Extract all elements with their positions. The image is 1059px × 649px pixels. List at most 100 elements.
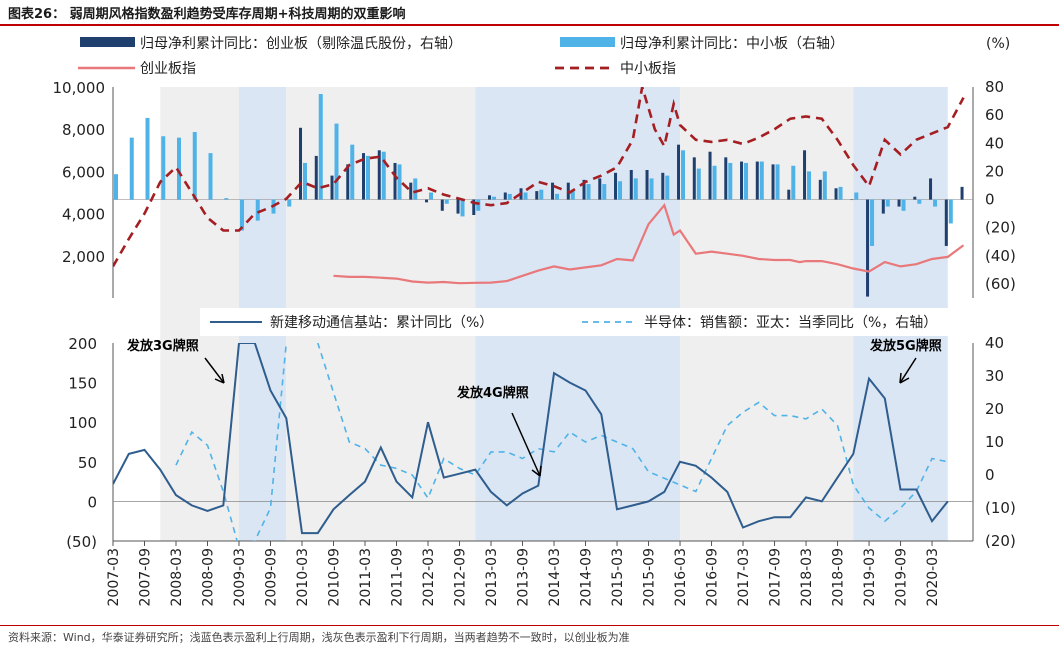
bar-cyb-profit-growth [960, 186, 964, 200]
bar-zxb-profit-growth [240, 199, 245, 231]
bar-zxb-profit-growth [822, 171, 827, 200]
bar-zxb-profit-growth [570, 189, 575, 200]
bar-zxb-profit-growth [492, 196, 497, 200]
annotation-3g-license: 发放3G牌照 [126, 338, 199, 354]
legend-label-zxb-bar: 归母净利累计同比：中小板（右轴） [620, 35, 844, 52]
bottom-right-tick-label: 30 [985, 367, 1004, 385]
bar-cyb-profit-growth [755, 161, 759, 200]
x-tick-label: 2018-03 [799, 548, 815, 607]
annotation-3g-arrowhead [214, 373, 225, 384]
bar-zxb-profit-growth [429, 192, 434, 200]
x-tick-label: 2011-03 [358, 548, 374, 607]
bar-cyb-profit-growth [488, 195, 492, 200]
bar-cyb-profit-growth [692, 157, 696, 200]
annotation-4g-license: 发放4G牌照 [456, 385, 529, 401]
bar-cyb-profit-growth [440, 199, 444, 211]
x-tick-label: 2011-09 [390, 548, 406, 607]
bar-zxb-profit-growth [791, 165, 796, 200]
x-tick-label: 2019-09 [894, 548, 910, 607]
bottom-left-tick-label: 50 [78, 454, 97, 472]
top-left-tick-label: 8,000 [62, 121, 105, 139]
x-tick-label: 2007-03 [106, 548, 122, 607]
bar-cyb-profit-growth [661, 172, 665, 200]
bottom-right-tick-label: 0 [985, 466, 995, 484]
x-tick-label: 2010-09 [327, 548, 343, 607]
bar-zxb-profit-growth [586, 184, 591, 200]
bar-zxb-profit-growth [917, 199, 922, 204]
annotation-5g-arrow [899, 357, 917, 384]
bar-zxb-profit-growth [507, 193, 512, 200]
bar-zxb-profit-growth [161, 136, 166, 200]
bar-cyb-profit-growth [393, 162, 397, 200]
bar-cyb-profit-growth [346, 164, 350, 200]
chart-title: 图表26： 弱周期风格指数盈利趋势受库存周期+科技周期的双重影响 [8, 7, 406, 22]
bottom-left-tick-label: 150 [68, 375, 97, 393]
x-tick-label: 2007-09 [138, 548, 154, 607]
x-tick-label: 2016-03 [673, 548, 689, 607]
annotation-5g-arrowhead [899, 372, 910, 384]
footer-divider [0, 625, 1059, 626]
legend-label-zxb-line: 中小板指 [620, 61, 676, 77]
top-left-tick-label: 6,000 [62, 163, 105, 181]
bar-cyb-profit-growth [330, 175, 334, 200]
x-tick-label: 2019-03 [862, 548, 878, 607]
bar-zxb-profit-growth [303, 162, 308, 200]
bar-zxb-profit-growth [255, 199, 260, 221]
x-tick-label: 2010-03 [295, 548, 311, 607]
annotation-5g-license: 发放5G牌照 [869, 338, 942, 354]
bar-zxb-profit-growth [476, 199, 481, 211]
x-tick-label: 2020-03 [925, 548, 941, 607]
legend-label-base-station: 新建移动通信基站：累计同比（%） [270, 314, 493, 331]
bar-cyb-profit-growth [944, 199, 948, 246]
bar-zxb-profit-growth [933, 199, 938, 207]
bar-zxb-profit-growth [539, 189, 544, 200]
bar-zxb-profit-growth [224, 198, 229, 200]
bottom-right-tick-label: (10) [985, 499, 1016, 517]
bar-zxb-profit-growth [318, 94, 323, 200]
bar-cyb-profit-growth [913, 196, 917, 200]
bar-zxb-profit-growth [870, 199, 875, 246]
top-right-tick-label: 20 [985, 162, 1004, 180]
bar-zxb-profit-growth [334, 123, 339, 200]
bar-cyb-profit-growth [299, 127, 303, 200]
bottom-right-tick-label: 10 [985, 433, 1004, 451]
x-tick-label: 2017-09 [768, 548, 784, 607]
bar-zxb-profit-growth [681, 150, 686, 200]
bar-zxb-profit-growth [444, 199, 449, 204]
bar-cyb-profit-growth [472, 199, 476, 216]
x-tick-label: 2009-03 [232, 548, 248, 607]
bar-cyb-profit-growth [456, 199, 460, 214]
bar-zxb-profit-growth [523, 192, 528, 200]
bar-zxb-profit-growth [854, 192, 859, 200]
bar-zxb-profit-growth [208, 153, 213, 200]
bar-zxb-profit-growth [838, 186, 843, 200]
legend-label-cyb-line: 创业板指 [140, 61, 196, 77]
bar-zxb-profit-growth [633, 178, 638, 200]
bar-zxb-profit-growth [397, 164, 402, 200]
bar-zxb-profit-growth [618, 181, 623, 200]
chart-canvas: 10,0008,0006,0004,0002,000806040200(20)(… [53, 35, 1016, 607]
x-tick-label: 2016-09 [705, 548, 721, 607]
top-right-tick-label: (40) [985, 247, 1016, 265]
bottom-left-tick-label: 0 [87, 493, 97, 511]
x-tick-label: 2017-03 [736, 548, 752, 607]
bar-zxb-profit-growth [381, 151, 386, 200]
annotation-3g-arrow [204, 357, 225, 384]
bar-cyb-profit-growth [850, 199, 854, 201]
bar-zxb-profit-growth [114, 174, 118, 200]
bar-cyb-profit-growth [629, 169, 633, 200]
bar-zxb-profit-growth [649, 178, 654, 200]
x-tick-label: 2009-09 [264, 548, 280, 607]
line-zxb-index [113, 87, 965, 268]
title-divider [0, 24, 1059, 26]
bar-zxb-profit-growth [744, 162, 749, 200]
bar-cyb-profit-growth [771, 164, 775, 200]
bar-cyb-profit-growth [582, 179, 586, 200]
bar-zxb-profit-growth [366, 155, 371, 200]
bar-zxb-profit-growth [192, 132, 197, 200]
bar-cyb-profit-growth [614, 172, 618, 200]
bar-cyb-profit-growth [708, 151, 712, 200]
top-right-tick-label: (20) [985, 219, 1016, 237]
bar-cyb-profit-growth [897, 199, 901, 207]
bar-cyb-profit-growth [677, 144, 681, 200]
